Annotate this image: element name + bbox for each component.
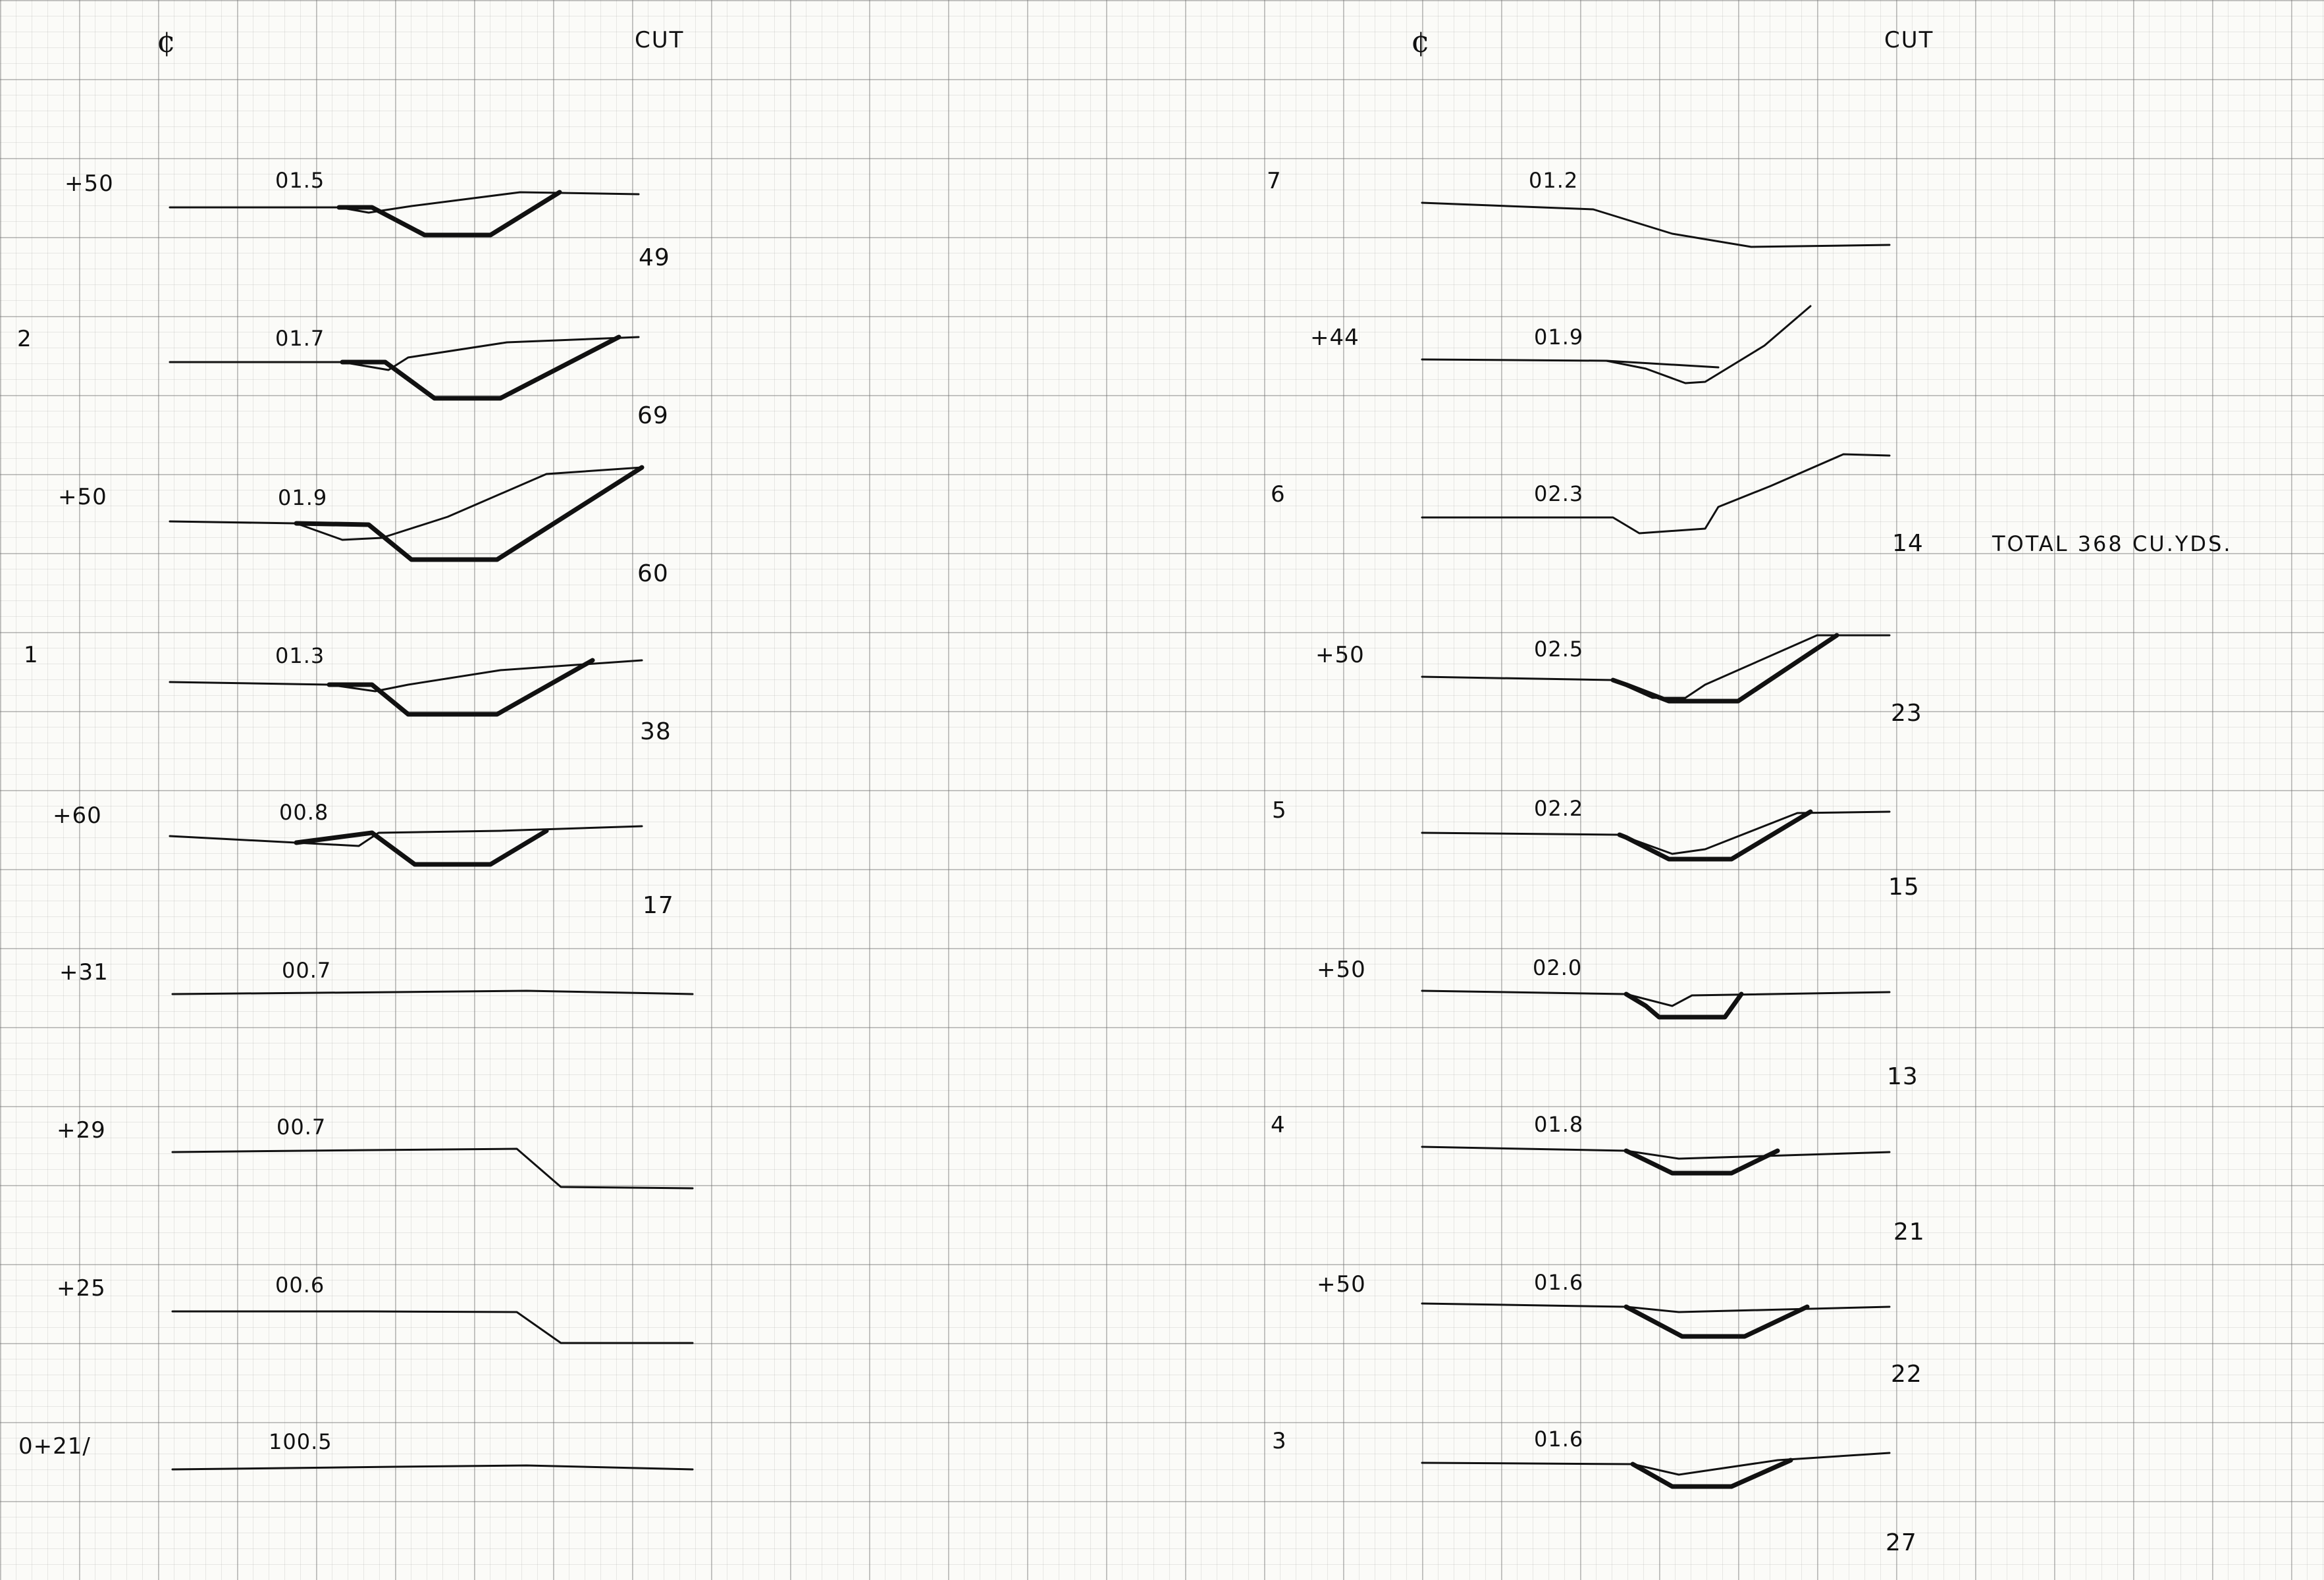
right-elevation-label: 01.9	[1534, 325, 1584, 350]
left-section-sta-0-21	[171, 1464, 694, 1471]
right-elevation-label: 01.8	[1534, 1112, 1584, 1137]
left-elevation-label: 00.7	[282, 958, 332, 983]
left-cut-value: 69	[637, 402, 669, 429]
right-cut-value: 14	[1892, 530, 1924, 557]
right-cut-value: 13	[1887, 1063, 1918, 1090]
right-section-sta-4	[1421, 1146, 1891, 1176]
right-station-label: 5	[1272, 797, 1287, 824]
right-section-sta-3	[1421, 1452, 1891, 1489]
left-station-label: +25	[57, 1275, 106, 1302]
left-station-label: +50	[58, 484, 107, 510]
right-elevation-label: 02.3	[1534, 481, 1584, 506]
right-station-label: +50	[1315, 642, 1365, 668]
right-station-label: 7	[1267, 168, 1282, 194]
left-cut-value: 60	[637, 560, 669, 587]
right-station-label: +50	[1317, 957, 1366, 983]
left-station-label: +31	[59, 959, 109, 986]
right-centerline-symbol: ¢	[1411, 24, 1431, 59]
left-elevation-label: 100.5	[269, 1429, 332, 1454]
left-section-sta-50-b	[169, 465, 645, 562]
right-elevation-label: 01.6	[1534, 1270, 1584, 1295]
left-centerline-symbol: ¢	[157, 24, 176, 59]
right-cut-value: 23	[1891, 700, 1922, 727]
left-elevation-label: 00.8	[279, 800, 329, 825]
left-section-sta-29	[171, 1147, 694, 1190]
right-cut-header: CUT	[1884, 27, 1934, 53]
right-section-sta-50-a	[1421, 633, 1891, 704]
left-section-sta-60	[169, 825, 643, 867]
right-elevation-label: 02.0	[1533, 955, 1583, 980]
left-station-label: +60	[53, 803, 102, 829]
right-station-label: 3	[1272, 1428, 1287, 1454]
right-section-sta-7	[1421, 201, 1891, 248]
right-station-label: 4	[1271, 1112, 1286, 1138]
right-section-sta-44	[1421, 305, 1812, 384]
left-elevation-label: 01.3	[275, 643, 325, 668]
left-station-label: 1	[24, 642, 39, 668]
left-cut-value: 49	[639, 244, 670, 271]
left-cut-value: 17	[643, 892, 674, 919]
left-station-label: +29	[57, 1117, 106, 1144]
left-elevation-label: 01.9	[278, 485, 328, 510]
total-volume-label: TOTAL 368 CU.YDS.	[1992, 531, 2232, 556]
right-cut-value: 21	[1893, 1219, 1925, 1246]
right-elevation-label: 01.6	[1534, 1427, 1584, 1452]
right-station-label: 6	[1271, 481, 1286, 508]
right-station-label: +50	[1317, 1271, 1366, 1298]
right-section-sta-6	[1421, 453, 1891, 535]
right-section-sta-50-b	[1421, 989, 1891, 1020]
left-section-sta-31	[171, 989, 694, 995]
right-elevation-label: 01.2	[1529, 168, 1579, 193]
right-cut-value: 22	[1891, 1361, 1922, 1388]
left-elevation-label: 01.5	[275, 168, 325, 193]
right-elevation-label: 02.2	[1534, 796, 1584, 821]
right-cut-value: 27	[1886, 1529, 1917, 1556]
left-station-label: 0+21/	[18, 1433, 91, 1460]
left-elevation-label: 00.7	[277, 1115, 327, 1140]
right-cut-value: 15	[1888, 874, 1920, 901]
left-station-label: 2	[17, 326, 32, 352]
left-section-sta-50-top	[169, 190, 640, 238]
left-cut-value: 38	[640, 718, 672, 745]
left-section-sta-1	[169, 658, 643, 717]
right-section-sta-50-c	[1421, 1302, 1891, 1339]
right-section-sta-5	[1421, 809, 1891, 862]
left-station-label: +50	[65, 171, 114, 197]
left-elevation-label: 01.7	[275, 326, 325, 351]
left-elevation-label: 00.6	[275, 1273, 325, 1298]
right-elevation-label: 02.5	[1534, 637, 1584, 662]
right-station-label: +44	[1310, 325, 1360, 351]
left-section-sta-25	[171, 1310, 694, 1344]
left-section-sta-2	[169, 334, 640, 401]
left-cut-header: CUT	[635, 27, 685, 53]
